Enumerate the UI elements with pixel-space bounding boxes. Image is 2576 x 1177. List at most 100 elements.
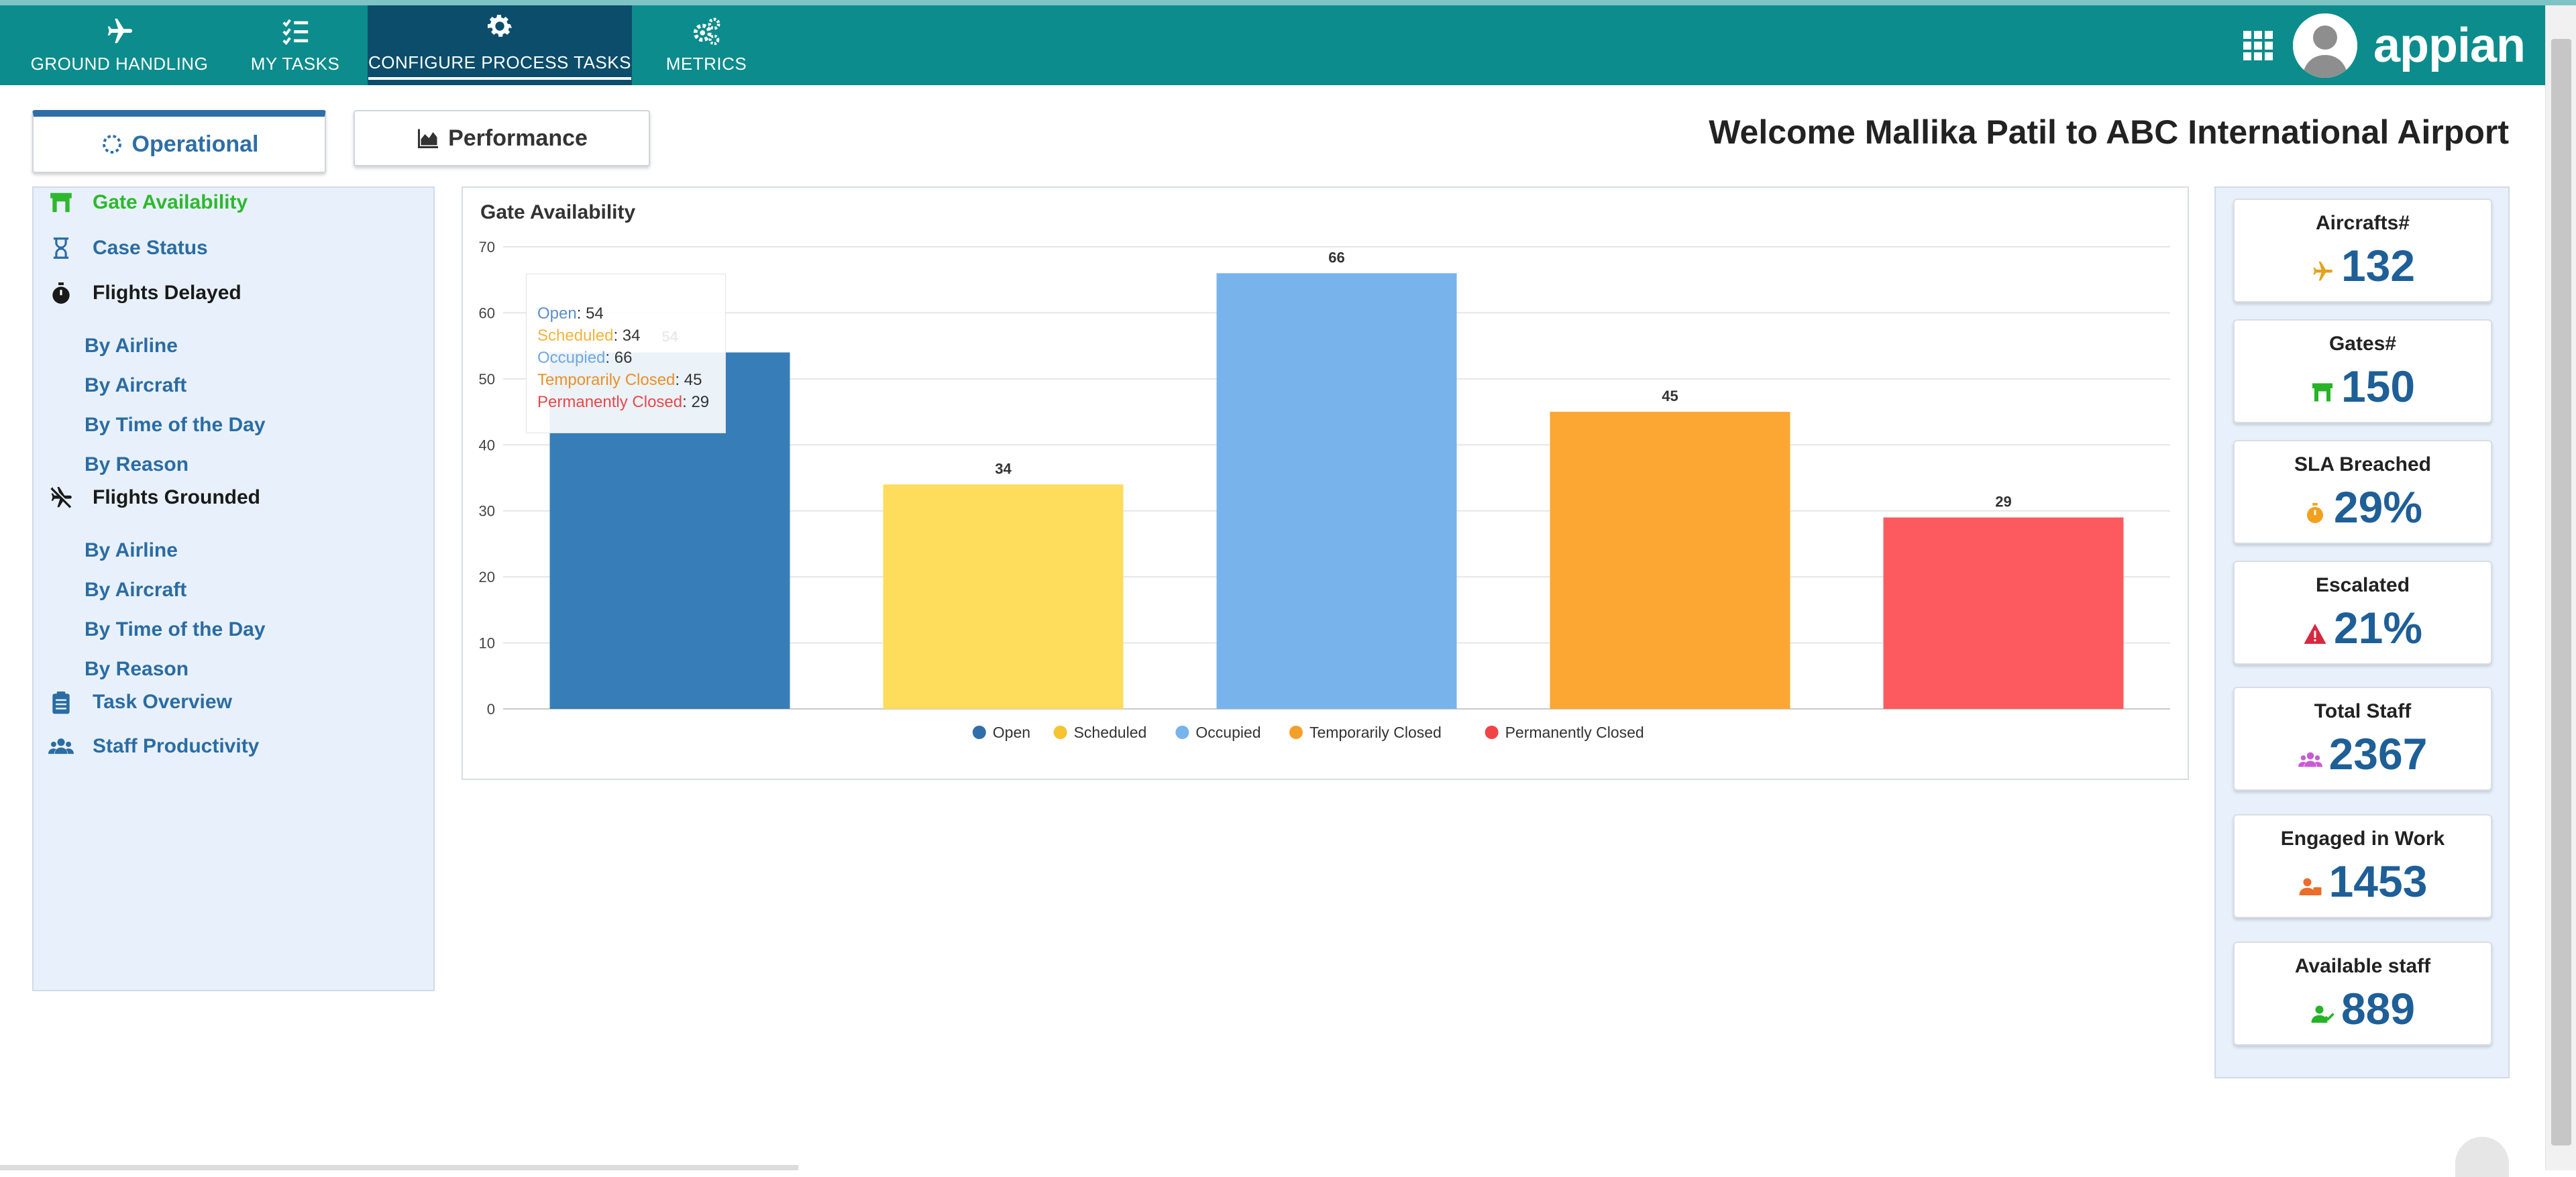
kpi-label: SLA Breached: [2294, 453, 2431, 475]
kpi-card-gates[interactable]: Gates# 150: [2233, 319, 2492, 423]
tab-label: CONFIGURE PROCESS TASKS: [368, 52, 631, 80]
tab-operational-label: Operational: [131, 131, 259, 157]
tooltip-row-permanently-closed: Permanently Closed: 29: [537, 393, 710, 411]
plane-slash-icon: [50, 487, 73, 508]
feedback-button[interactable]: [2455, 1137, 2509, 1177]
data-label: 66: [1328, 249, 1344, 266]
sidebar-subitem-grounded-by-airline[interactable]: By Airline: [85, 539, 178, 561]
legend-marker: [972, 726, 986, 739]
tab-label: METRICS: [665, 54, 747, 74]
tab-configure-process-tasks[interactable]: CONFIGURE PROCESS TASKS: [368, 5, 632, 85]
kpi-card-total-staff[interactable]: Total Staff 2367: [2233, 687, 2492, 791]
app-grid-icon[interactable]: [2243, 31, 2273, 60]
kpi-value: 150: [2341, 361, 2416, 411]
y-tick-label: 40: [479, 437, 495, 453]
stopwatch-icon: [52, 282, 70, 304]
spinner-icon: [102, 135, 121, 154]
vertical-scrollbar[interactable]: [2545, 5, 2576, 1170]
kpi-label: Aircrafts#: [2315, 212, 2410, 234]
tab-ground-handling[interactable]: GROUND HANDLING: [15, 5, 224, 85]
kpi-label: Escalated: [2315, 574, 2410, 596]
tooltip-value: 29: [691, 393, 710, 411]
scrollbar-thumb[interactable]: [2551, 39, 2571, 1145]
sidebar-subitem-grounded-by-reason[interactable]: By Reason: [85, 658, 189, 680]
tab-label: MY TASKS: [250, 54, 340, 74]
appian-logo[interactable]: appian: [2373, 19, 2526, 72]
legend-marker: [1289, 726, 1303, 739]
sidebar: Gate Availability Case Status Flights De…: [32, 186, 435, 991]
chart-tooltip: Open: 54 Scheduled: 34 Occupied: 66 Temp…: [526, 274, 726, 433]
gate-availability-chart-card: Gate Availability 0 10 20 30 40 50 60 70 54 34 66 4…: [462, 186, 2189, 780]
y-tick-label: 0: [487, 701, 495, 718]
sidebar-subitem-grounded-by-aircraft[interactable]: By Aircraft: [85, 579, 187, 601]
legend-item: Permanently Closed: [1505, 724, 1644, 741]
legend-marker: [1485, 726, 1499, 739]
kpi-label: Engaged in Work: [2280, 828, 2445, 850]
kpi-card-aircrafts[interactable]: Aircrafts# 132: [2233, 199, 2492, 302]
y-tick-label: 70: [479, 239, 495, 256]
legend-item: Occupied: [1195, 724, 1260, 741]
tooltip-value: 66: [614, 349, 633, 367]
tab-metrics[interactable]: METRICS: [649, 5, 763, 85]
kpi-card-sla-breached[interactable]: SLA Breached 29%: [2233, 440, 2492, 544]
avatar[interactable]: [2292, 13, 2357, 78]
bar-temporarily-closed: [1550, 412, 1790, 709]
tab-performance[interactable]: Performance: [354, 110, 650, 166]
tooltip-value: 34: [622, 327, 641, 345]
y-tick-label: 10: [479, 635, 495, 652]
tooltip-row-open: Open: 54: [537, 304, 604, 323]
kpi-value: 132: [2341, 241, 2416, 290]
legend-marker: [1175, 726, 1189, 739]
kpi-panel: Aircrafts# 132 Gates# 150 SLA Breached 2…: [2214, 186, 2510, 1078]
kpi-label: Gates#: [2328, 333, 2397, 355]
horizontal-scrollbar[interactable]: [0, 1165, 798, 1170]
hourglass-icon: [53, 237, 69, 259]
kpi-value: 21%: [2333, 603, 2423, 653]
bar-scheduled: [883, 484, 1124, 709]
tab-my-tasks[interactable]: MY TASKS: [239, 5, 352, 85]
tooltip-row-scheduled: Scheduled: 34: [537, 327, 641, 345]
user-avatar-icon: [2292, 13, 2357, 78]
kpi-card-escalated[interactable]: Escalated 21%: [2233, 561, 2492, 665]
tab-label: GROUND HANDLING: [30, 54, 209, 74]
tooltip-label: Scheduled: [537, 327, 614, 345]
sidebar-subitem-delayed-by-time-of-day[interactable]: By Time of the Day: [85, 414, 266, 436]
kpi-card-engaged-in-work[interactable]: Engaged in Work 1453: [2233, 814, 2492, 918]
sidebar-item-label: Flights Grounded: [93, 486, 260, 508]
legend-item: Scheduled: [1074, 724, 1147, 741]
tooltip-row-temporarily-closed: Temporarily Closed: 45: [537, 371, 702, 389]
data-label: 45: [1662, 388, 1678, 404]
tab-operational[interactable]: Operational: [32, 110, 326, 173]
top-navigation-bar: GROUND HANDLING MY TASKS CONFIGURE PROCE…: [0, 0, 2576, 85]
kpi-card-available-staff[interactable]: Available staff 889: [2233, 942, 2492, 1046]
data-label: 34: [995, 460, 1012, 477]
tooltip-label: Open: [537, 304, 577, 323]
brand-area: appian: [2243, 11, 2526, 80]
tooltip-value: 54: [586, 304, 604, 323]
tooltip-row-occupied: Occupied: 66: [537, 349, 633, 367]
kpi-label: Total Staff: [2314, 700, 2412, 722]
clipboard-list-icon: [52, 691, 70, 714]
legend-marker: [1053, 726, 1067, 739]
gate-availability-bar-chart: 0 10 20 30 40 50 60 70 54 34 66 45 29 Open Scheduled Oc…: [479, 239, 2170, 741]
gate-icon: [50, 192, 72, 213]
y-tick-label: 30: [479, 503, 495, 520]
sidebar-item-label: Case Status: [93, 237, 208, 259]
y-tick-label: 60: [479, 304, 495, 321]
sidebar-subitem-grounded-by-time-of-day[interactable]: By Time of the Day: [85, 618, 266, 640]
sidebar-subitem-delayed-by-reason[interactable]: By Reason: [85, 453, 189, 475]
warning-icon: [2304, 624, 2326, 644]
legend-item: Temporarily Closed: [1309, 724, 1442, 741]
users-icon: [48, 738, 74, 754]
tooltip-label: Occupied: [537, 349, 606, 367]
tab-performance-label: Performance: [448, 125, 588, 151]
plane-icon: [107, 18, 133, 44]
user-check-icon: [2311, 1005, 2334, 1023]
data-label: 29: [1995, 494, 2011, 510]
sidebar-subitem-delayed-by-aircraft[interactable]: By Aircraft: [85, 374, 187, 396]
kpi-value: 1453: [2328, 856, 2428, 906]
sidebar-subitem-delayed-by-airline[interactable]: By Airline: [85, 335, 178, 357]
kpi-value: 889: [2341, 984, 2416, 1033]
sidebar-item-label: Task Overview: [93, 691, 232, 713]
welcome-heading: Welcome Mallika Patil to ABC Internation…: [1709, 113, 2509, 151]
